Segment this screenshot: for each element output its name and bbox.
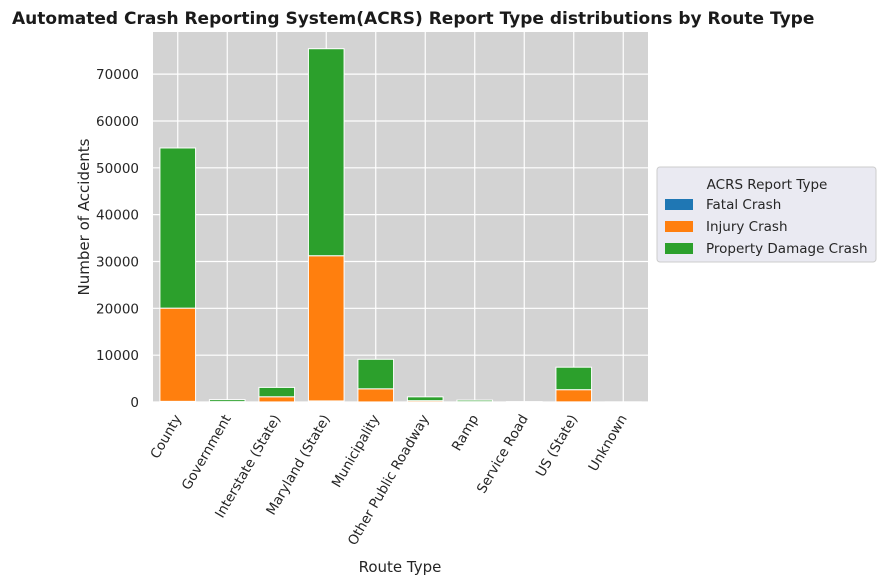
plot-area <box>153 32 648 402</box>
legend-swatch <box>665 221 693 232</box>
y-tick-label: 0 <box>130 395 139 411</box>
legend-label: Injury Crash <box>706 219 788 235</box>
bar-segment <box>258 386 296 398</box>
chart-title: Automated Crash Reporting System(ACRS) R… <box>12 9 814 29</box>
bar-segment <box>456 399 494 403</box>
gridlines <box>153 32 648 403</box>
bar-segment <box>159 147 197 309</box>
bar-segment <box>357 358 395 390</box>
bar-segment <box>555 366 593 391</box>
x-tick-label: Municipality <box>329 412 384 490</box>
x-axis-label: Route Type <box>359 558 442 576</box>
x-tick-label: Government <box>179 412 235 493</box>
bar-segment <box>406 396 444 402</box>
x-tick-label: Ramp <box>449 412 482 454</box>
y-tick-label: 20000 <box>96 301 139 317</box>
legend-swatch <box>665 199 693 210</box>
legend-box <box>656 166 877 263</box>
y-tick-labels: 0 10000 20000 30000 40000 50000 60000 70000 <box>96 67 139 411</box>
legend-label: Property Damage Crash <box>706 241 868 257</box>
x-tick-label: County <box>147 412 185 462</box>
x-tick-label: US (State) <box>533 412 581 480</box>
y-tick-label: 70000 <box>96 67 139 83</box>
bar-segment <box>208 399 246 403</box>
bars <box>159 48 642 403</box>
y-tick-label: 60000 <box>96 114 139 130</box>
y-tick-label: 40000 <box>96 208 139 224</box>
legend: ACRS Report Type Fatal Crash Injury Crash… <box>656 166 877 263</box>
bar-segment <box>357 388 395 403</box>
bar-segment <box>307 255 345 402</box>
legend-title: ACRS Report Type <box>707 177 828 193</box>
bar-segment <box>555 389 593 403</box>
bar-segment <box>159 307 197 402</box>
y-tick-label: 30000 <box>96 254 139 270</box>
bar-segment <box>307 48 345 257</box>
y-tick-label: 10000 <box>96 348 139 364</box>
x-tick-label: Service Road <box>474 412 532 496</box>
legend-swatch <box>665 243 693 254</box>
bar-segment <box>258 396 296 403</box>
legend-label: Fatal Crash <box>706 197 781 213</box>
y-axis-label: Number of Accidents <box>75 138 93 295</box>
x-tick-label: Unknown <box>586 412 631 474</box>
y-tick-label: 50000 <box>96 161 139 177</box>
